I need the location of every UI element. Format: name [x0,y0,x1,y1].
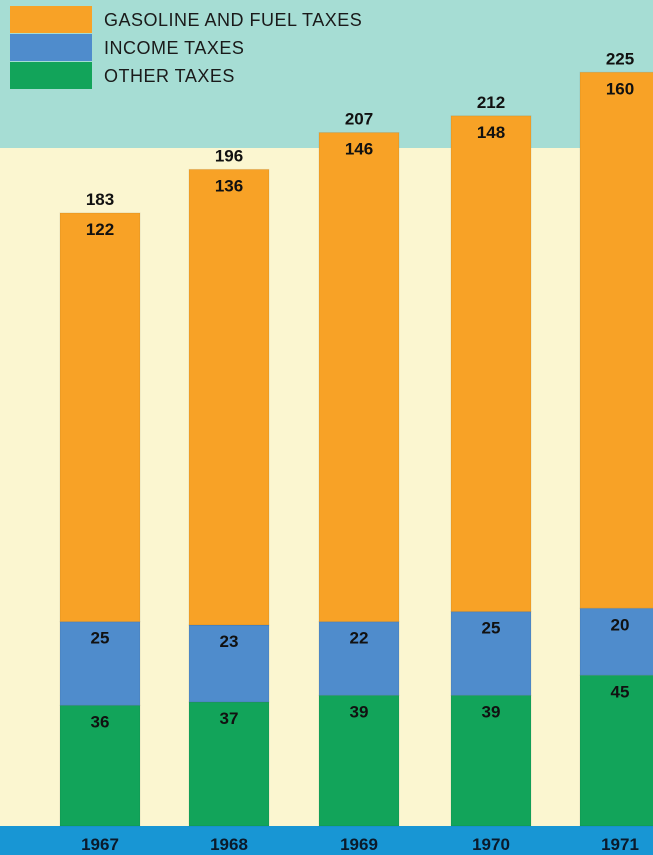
x-tick-label-1969: 1969 [340,835,378,854]
data-label-income-taxes-1968: 23 [220,632,239,651]
bar-other-taxes-1969 [318,694,400,827]
legend-label-income-taxes: INCOME TAXES [104,38,244,58]
data-label-income-taxes-1970: 25 [482,619,501,638]
data-label-other-taxes-1967: 36 [91,712,110,731]
total-label-1971: 225 [606,49,634,68]
bar-gasoline-and-fuel-taxes-1970 [450,115,532,613]
legend-swatch-income-taxes [10,34,92,61]
legend-swatch-other-taxes [10,62,92,89]
data-label-other-taxes-1971: 45 [611,682,630,701]
legend-swatch-gasoline-and-fuel-taxes [10,6,92,33]
x-tick-label-1968: 1968 [210,835,248,854]
x-axis-band [0,826,653,855]
bar-other-taxes-1967 [59,704,141,827]
data-label-income-taxes-1969: 22 [350,629,369,648]
total-label-1968: 196 [215,146,243,165]
bar-gasoline-and-fuel-taxes-1969 [318,132,400,623]
total-label-1967: 183 [86,190,114,209]
legend: GASOLINE AND FUEL TAXES INCOME TAXES OTHER… [10,6,362,89]
data-label-gasoline-and-fuel-taxes-1970: 148 [477,123,505,142]
data-label-other-taxes-1968: 37 [220,709,239,728]
data-label-gasoline-and-fuel-taxes-1968: 136 [215,176,243,195]
bars-group: 36 25 122 183 37 23 136 196 39 22 146 207 39 25 148 212… [59,49,653,827]
data-label-gasoline-and-fuel-taxes-1967: 122 [86,220,114,239]
bar-gasoline-and-fuel-taxes-1968 [188,168,270,626]
bar-gasoline-and-fuel-taxes-1971 [579,71,653,609]
x-tick-label-1967: 1967 [81,835,119,854]
bar-income-taxes-1967 [59,621,141,706]
legend-label-gasoline-and-fuel-taxes: GASOLINE AND FUEL TAXES [104,10,362,30]
bar-income-taxes-1969 [318,621,400,696]
bar-other-taxes-1968 [188,701,270,827]
total-label-1970: 212 [477,93,505,112]
bar-other-taxes-1971 [579,674,653,827]
bar-gasoline-and-fuel-taxes-1967 [59,212,141,623]
data-label-gasoline-and-fuel-taxes-1971: 160 [606,79,634,98]
data-label-other-taxes-1970: 39 [482,702,501,721]
data-label-income-taxes-1971: 20 [611,615,630,634]
data-label-other-taxes-1969: 39 [350,702,369,721]
x-tick-label-1970: 1970 [472,835,510,854]
bar-income-taxes-1968 [188,624,270,703]
total-label-1969: 207 [345,110,373,129]
legend-label-other-taxes: OTHER TAXES [104,66,235,86]
bar-other-taxes-1970 [450,694,532,827]
data-label-income-taxes-1967: 25 [91,629,110,648]
x-tick-label-1971: 1971 [601,835,639,854]
top-background-band [0,0,653,148]
data-label-gasoline-and-fuel-taxes-1969: 146 [345,140,373,159]
x-axis-labels: 1967 1968 1969 1970 1971 [81,835,639,854]
